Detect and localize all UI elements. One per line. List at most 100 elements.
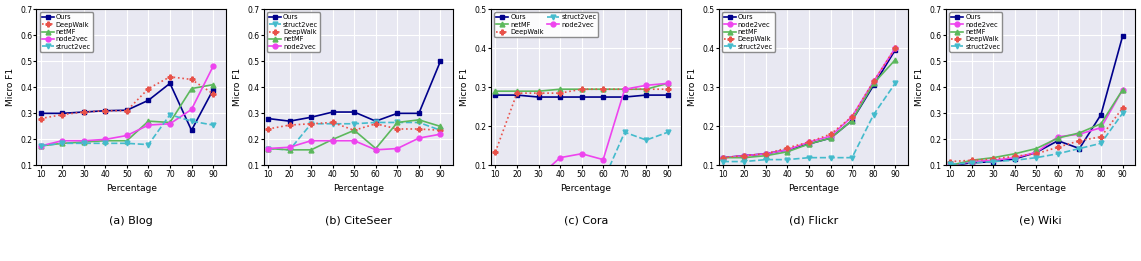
node2vec xyxy=(141,123,155,127)
struct2vec xyxy=(597,180,610,183)
Ours xyxy=(488,93,502,97)
DeepWalk xyxy=(326,121,340,124)
Ours xyxy=(1051,139,1065,142)
node2vec xyxy=(1116,88,1130,91)
DeepWalk xyxy=(412,127,426,130)
Line: Ours: Ours xyxy=(266,59,443,124)
struct2vec xyxy=(1073,147,1086,150)
Ours xyxy=(76,110,90,114)
netMF xyxy=(488,90,502,93)
DeepWalk xyxy=(1073,139,1086,142)
netMF xyxy=(120,139,133,142)
DeepWalk xyxy=(532,92,545,95)
DeepWalk xyxy=(639,88,653,91)
struct2vec xyxy=(802,156,816,159)
X-axis label: Percentage: Percentage xyxy=(333,184,385,193)
struct2vec xyxy=(141,143,155,146)
struct2vec xyxy=(1008,159,1021,162)
DeepWalk xyxy=(390,127,404,130)
netMF xyxy=(283,148,297,151)
node2vec xyxy=(1073,133,1086,136)
struct2vec xyxy=(510,180,524,183)
node2vec xyxy=(347,139,361,142)
struct2vec xyxy=(639,139,653,142)
Ours xyxy=(532,96,545,99)
node2vec xyxy=(120,134,133,137)
node2vec xyxy=(575,152,589,155)
Ours xyxy=(347,110,361,114)
netMF xyxy=(1116,88,1130,91)
Ours xyxy=(1116,35,1130,38)
struct2vec xyxy=(1116,112,1130,115)
DeepWalk xyxy=(185,78,199,81)
struct2vec xyxy=(390,121,404,124)
DeepWalk xyxy=(34,117,48,120)
DeepWalk xyxy=(867,80,881,83)
struct2vec xyxy=(185,120,199,123)
node2vec xyxy=(661,82,674,85)
DeepWalk xyxy=(845,115,859,118)
netMF xyxy=(965,159,979,162)
netMF xyxy=(889,58,903,61)
X-axis label: Percentage: Percentage xyxy=(560,184,612,193)
struct2vec xyxy=(305,122,318,125)
Line: netMF: netMF xyxy=(493,81,670,94)
DeepWalk xyxy=(305,122,318,125)
Line: node2vec: node2vec xyxy=(493,81,670,183)
netMF xyxy=(347,129,361,132)
DeepWalk xyxy=(369,122,382,125)
DeepWalk xyxy=(824,133,837,136)
Legend: Ours, node2vec, netMF, DeepWalk, struct2vec: Ours, node2vec, netMF, DeepWalk, struct2… xyxy=(722,12,775,52)
Ours xyxy=(98,109,112,112)
DeepWalk xyxy=(261,127,275,130)
Ours xyxy=(141,99,155,102)
Text: (e) Wiki: (e) Wiki xyxy=(1019,216,1062,226)
DeepWalk xyxy=(488,150,502,153)
Line: struct2vec: struct2vec xyxy=(266,120,443,152)
struct2vec xyxy=(759,158,772,161)
struct2vec xyxy=(98,142,112,145)
struct2vec xyxy=(283,148,297,151)
Y-axis label: Micro F1: Micro F1 xyxy=(915,68,924,106)
DeepWalk xyxy=(661,88,674,91)
netMF xyxy=(412,118,426,121)
netMF xyxy=(434,125,447,128)
DeepWalk xyxy=(1029,152,1043,155)
struct2vec xyxy=(412,121,426,124)
netMF xyxy=(824,137,837,140)
Ours xyxy=(987,160,1001,163)
DeepWalk xyxy=(715,156,729,159)
Ours xyxy=(390,112,404,115)
struct2vec xyxy=(661,131,674,134)
netMF xyxy=(845,119,859,122)
Ours xyxy=(889,49,903,52)
DeepWalk xyxy=(120,109,133,112)
struct2vec xyxy=(488,177,502,181)
node2vec xyxy=(390,147,404,150)
Text: (b) CiteSeer: (b) CiteSeer xyxy=(325,216,393,226)
Ours xyxy=(56,112,70,115)
netMF xyxy=(987,156,1001,159)
node2vec xyxy=(889,47,903,50)
DeepWalk xyxy=(618,88,632,91)
node2vec xyxy=(802,140,816,144)
netMF xyxy=(618,88,632,91)
DeepWalk xyxy=(141,87,155,90)
Line: Ours: Ours xyxy=(720,48,898,160)
Line: DeepWalk: DeepWalk xyxy=(39,74,216,121)
struct2vec xyxy=(1029,156,1043,159)
Line: struct2vec: struct2vec xyxy=(720,81,898,164)
node2vec xyxy=(305,139,318,142)
netMF xyxy=(575,88,589,91)
DeepWalk xyxy=(597,88,610,91)
DeepWalk xyxy=(553,92,567,95)
netMF xyxy=(1073,131,1086,134)
node2vec xyxy=(34,144,48,147)
DeepWalk xyxy=(434,129,447,132)
node2vec xyxy=(759,152,772,155)
DeepWalk xyxy=(575,88,589,91)
DeepWalk xyxy=(76,110,90,114)
struct2vec xyxy=(987,160,1001,163)
DeepWalk xyxy=(944,160,957,163)
Line: node2vec: node2vec xyxy=(720,46,898,160)
